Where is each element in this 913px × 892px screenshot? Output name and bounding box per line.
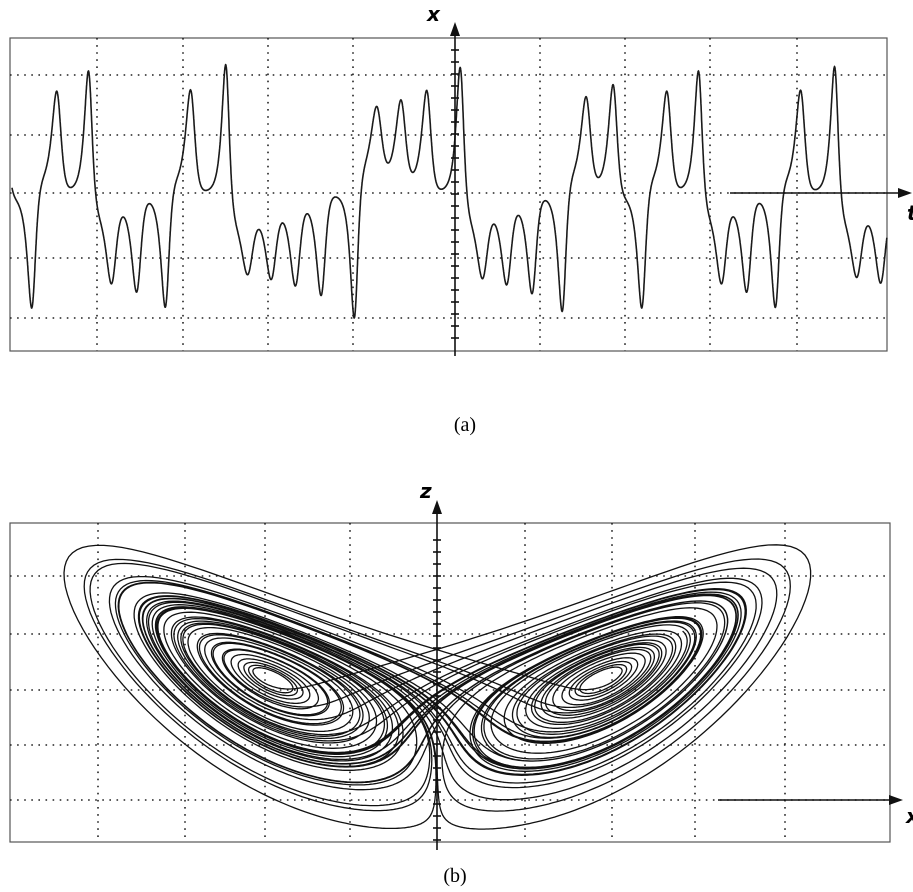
arrow-head xyxy=(450,22,460,36)
frame xyxy=(10,38,887,351)
arrow-head xyxy=(432,500,442,514)
horizontal-axis-label: t xyxy=(907,201,913,225)
waveform xyxy=(12,65,887,318)
vertical-axis-label: x xyxy=(426,2,441,26)
grid xyxy=(10,38,887,351)
panel-a: x t (a) xyxy=(10,2,913,436)
panel-b: z x (b) xyxy=(10,479,913,887)
arrow-head xyxy=(898,188,912,198)
arrow-head xyxy=(889,795,903,805)
caption: (a) xyxy=(454,414,476,436)
horizontal-axis-label: x xyxy=(905,804,913,828)
figure: x t (a) z x (b) xyxy=(0,0,913,892)
caption: (b) xyxy=(443,865,466,887)
vertical-axis-label: z xyxy=(419,479,432,503)
